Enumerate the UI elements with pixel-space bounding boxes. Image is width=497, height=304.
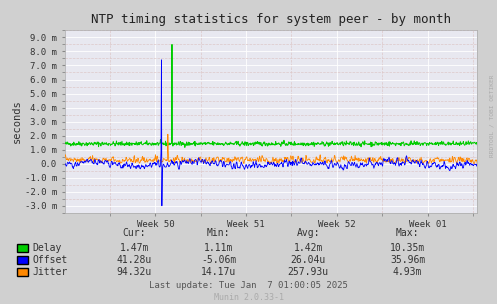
Text: Delay: Delay (32, 243, 62, 253)
Text: Munin 2.0.33-1: Munin 2.0.33-1 (214, 293, 283, 302)
Text: -5.06m: -5.06m (201, 255, 236, 265)
Text: 41.28u: 41.28u (117, 255, 152, 265)
Text: 35.96m: 35.96m (390, 255, 425, 265)
Text: RRDTOOL / TOBI OETIKER: RRDTOOL / TOBI OETIKER (489, 74, 494, 157)
Text: Cur:: Cur: (122, 228, 146, 237)
Text: 14.17u: 14.17u (201, 267, 236, 277)
Text: Avg:: Avg: (296, 228, 320, 237)
Text: 1.42m: 1.42m (293, 243, 323, 253)
Text: 257.93u: 257.93u (288, 267, 329, 277)
Text: Offset: Offset (32, 255, 68, 265)
Text: Min:: Min: (207, 228, 231, 237)
Title: NTP timing statistics for system peer - by month: NTP timing statistics for system peer - … (91, 13, 451, 26)
Text: 1.11m: 1.11m (204, 243, 234, 253)
Text: Max:: Max: (396, 228, 419, 237)
Text: 10.35m: 10.35m (390, 243, 425, 253)
Text: 4.93m: 4.93m (393, 267, 422, 277)
Text: 94.32u: 94.32u (117, 267, 152, 277)
Text: 1.47m: 1.47m (119, 243, 149, 253)
Text: Last update: Tue Jan  7 01:00:05 2025: Last update: Tue Jan 7 01:00:05 2025 (149, 281, 348, 290)
Y-axis label: seconds: seconds (12, 100, 22, 143)
Text: Jitter: Jitter (32, 267, 68, 277)
Text: 26.04u: 26.04u (291, 255, 326, 265)
